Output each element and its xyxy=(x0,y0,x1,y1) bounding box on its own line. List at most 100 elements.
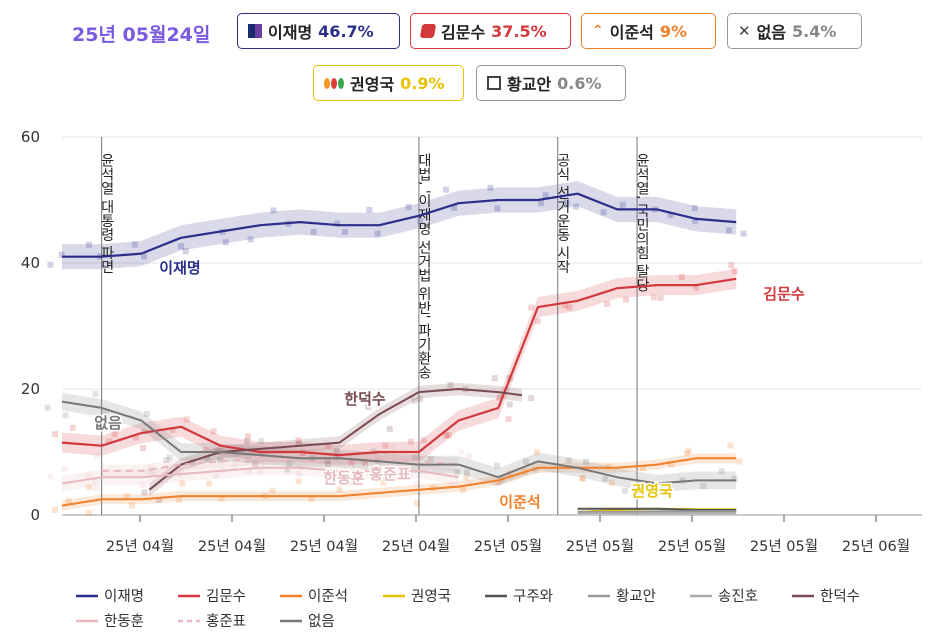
poll-point xyxy=(621,487,628,494)
band-김문수 xyxy=(62,268,737,466)
poll-point xyxy=(295,478,302,485)
poll-point xyxy=(257,468,264,475)
poll-point xyxy=(377,474,384,481)
poll-point xyxy=(657,295,664,302)
poll-point xyxy=(244,438,251,445)
band-한동훈 xyxy=(62,460,459,492)
poll-point xyxy=(678,273,685,280)
pill-kim-moonsoo[interactable]: 김문수 37.5% xyxy=(410,13,571,49)
poll-point xyxy=(308,495,315,502)
pill-pct: 46.7% xyxy=(318,21,374,41)
poll-point xyxy=(602,475,609,482)
poll-point xyxy=(333,454,340,461)
poll-point xyxy=(390,443,397,450)
poll-point xyxy=(284,466,291,473)
legend-label: 김문수 xyxy=(206,588,246,605)
legend-label: 한동훈 xyxy=(104,613,144,630)
x-tick-label: 25년 04월 xyxy=(382,538,450,555)
poll-point xyxy=(407,438,414,445)
poll-point xyxy=(52,506,59,513)
poll-point xyxy=(209,457,216,464)
poll-point xyxy=(150,470,157,477)
poll-point xyxy=(667,211,674,218)
poll-point xyxy=(362,459,369,466)
poll-point xyxy=(259,450,266,457)
pill-lee-junseok[interactable]: ⌃ 이준석 9% xyxy=(581,13,716,49)
poll-point xyxy=(451,204,458,211)
poll-point xyxy=(383,454,390,461)
pill-kwon-youngguk[interactable]: 권영국 0.9% xyxy=(313,65,464,101)
poll-point xyxy=(189,459,196,466)
legend-label: 황교안 xyxy=(616,588,656,605)
series-label: 한동훈 xyxy=(323,469,365,487)
poll-point xyxy=(163,457,170,464)
x-tick-label: 25년 04월 xyxy=(106,538,174,555)
poll-point xyxy=(171,468,178,475)
poll-point xyxy=(166,464,173,471)
poll-point xyxy=(106,438,113,445)
poll-point xyxy=(650,487,657,494)
poll-point xyxy=(496,394,503,401)
poll-point xyxy=(417,396,424,403)
pill-name: 김문수 xyxy=(441,23,486,42)
pill-lee-jaemyung[interactable]: 이재명 46.7% xyxy=(237,13,400,49)
poll-point xyxy=(494,462,501,469)
poll-point xyxy=(740,230,747,237)
poll-point xyxy=(487,184,494,191)
pill-none[interactable]: ✕ 없음 5.4% xyxy=(727,13,862,49)
pill-pct: 5.4% xyxy=(792,21,837,41)
poll-point xyxy=(58,251,65,258)
event-label: 윤석열, 국민의힘 탈당 xyxy=(634,153,650,293)
poll-point xyxy=(534,318,541,325)
poll-point xyxy=(86,509,93,516)
poll-point xyxy=(460,487,467,494)
series-label: 한덕수 xyxy=(344,390,386,408)
poll-point xyxy=(176,496,183,503)
poll-point xyxy=(372,454,379,461)
poll-point xyxy=(495,479,502,486)
band-이재명 xyxy=(62,181,737,270)
poll-point xyxy=(731,475,738,482)
poll-point xyxy=(726,227,733,234)
poll-point xyxy=(542,192,549,199)
poll-point xyxy=(179,480,186,487)
square-icon xyxy=(248,24,262,38)
poll-point xyxy=(582,458,589,465)
poll-point xyxy=(222,239,229,246)
poll-point xyxy=(341,229,348,236)
pill-pct: 9% xyxy=(659,21,688,41)
pill-name: 이재명 xyxy=(268,23,313,42)
x-tick-label: 25년 05월 xyxy=(750,538,818,555)
band-한덕수 xyxy=(149,382,523,497)
pill-pct: 37.5% xyxy=(491,21,547,41)
poll-point xyxy=(454,469,461,476)
poll-point xyxy=(411,397,418,404)
series-label: 이준석 xyxy=(499,493,540,511)
poll-point xyxy=(47,261,54,268)
poll-point xyxy=(212,473,219,480)
poll-point xyxy=(533,449,540,456)
poll-point xyxy=(94,452,101,459)
poll-point xyxy=(736,458,743,465)
pill-name: 권영국 xyxy=(350,75,395,94)
poll-point xyxy=(565,457,572,464)
x-tick-label: 25년 05월 xyxy=(566,538,634,555)
poll-point xyxy=(561,302,568,309)
poll-point xyxy=(505,416,512,423)
poll-point xyxy=(69,424,76,431)
series-label: 권영국 xyxy=(631,482,673,500)
poll-point xyxy=(638,482,645,489)
poll-point xyxy=(414,500,421,507)
poll-point xyxy=(685,447,692,454)
poll-point xyxy=(61,465,68,472)
legend-label: 구주와 xyxy=(513,588,553,605)
poll-point xyxy=(182,248,189,255)
pill-hwang-kyoahn[interactable]: 황교안 0.6% xyxy=(476,65,626,101)
poll-point xyxy=(405,474,412,481)
dots-icon xyxy=(324,77,344,89)
poll-point xyxy=(324,458,331,465)
poll-point xyxy=(85,472,92,479)
poll-point xyxy=(85,484,92,491)
poll-point xyxy=(417,218,424,225)
poll-point xyxy=(324,460,331,467)
